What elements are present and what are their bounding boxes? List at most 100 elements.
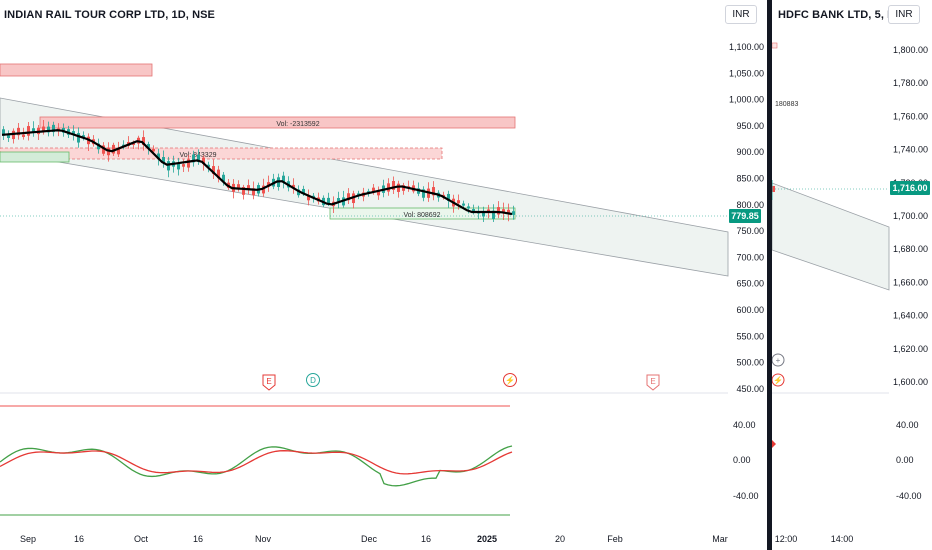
currency-button[interactable]: INR [888, 5, 920, 24]
candle[interactable] [102, 145, 105, 154]
candle[interactable] [247, 185, 250, 190]
price-axis[interactable]: 1,800.001,780.001,760.001,740.001,720.00… [893, 45, 928, 387]
price-channel[interactable] [0, 97, 729, 277]
symbol-title[interactable]: INDIAN RAIL TOUR CORP LTD, 1D, NSE [4, 9, 215, 21]
left-chart-pane[interactable]: Vol: -2313592 Vol: 843329 Vol: 808692 E … [0, 0, 768, 550]
candle[interactable] [237, 184, 240, 190]
candle[interactable] [292, 184, 295, 189]
oscillator-fast-line[interactable] [0, 445, 513, 487]
candle[interactable] [182, 164, 185, 167]
candle[interactable] [177, 163, 180, 170]
candle[interactable] [97, 143, 100, 150]
candle[interactable] [497, 207, 500, 215]
candle[interactable] [47, 126, 50, 133]
price-channel[interactable] [772, 182, 890, 291]
pane-divider[interactable] [767, 0, 772, 550]
candle[interactable] [262, 185, 265, 194]
candle[interactable] [167, 161, 170, 171]
candle[interactable] [157, 153, 160, 160]
candle[interactable] [32, 128, 35, 133]
candle[interactable] [22, 134, 25, 138]
candle[interactable] [422, 189, 425, 198]
candle[interactable] [252, 188, 255, 196]
supply-zone-mid[interactable] [39, 116, 516, 129]
candle[interactable] [462, 203, 465, 206]
candle[interactable] [192, 154, 195, 163]
currency-button[interactable]: INR [725, 5, 757, 24]
candle[interactable] [2, 129, 5, 136]
candle[interactable] [212, 166, 215, 174]
candle[interactable] [447, 193, 450, 201]
candle[interactable] [502, 209, 505, 214]
candle[interactable] [772, 186, 775, 192]
candle[interactable] [147, 144, 150, 149]
candle[interactable] [302, 188, 305, 194]
candle[interactable] [242, 186, 245, 195]
candle[interactable] [387, 183, 390, 192]
candle[interactable] [52, 124, 55, 133]
candle[interactable] [282, 175, 285, 183]
candle[interactable] [507, 209, 510, 215]
left-chart-canvas[interactable]: Vol: -2313592 Vol: 843329 Vol: 808692 E … [0, 0, 768, 550]
dividend-event[interactable]: D [306, 373, 320, 387]
oscillator-slow-line[interactable] [0, 450, 513, 475]
candle[interactable] [467, 206, 470, 209]
supply-zone-top[interactable] [0, 63, 153, 77]
candle[interactable] [162, 157, 165, 163]
candle[interactable] [27, 126, 30, 136]
candle[interactable] [222, 174, 225, 182]
candle[interactable] [267, 182, 270, 187]
candle[interactable] [492, 210, 495, 219]
candle[interactable] [327, 197, 330, 204]
candle[interactable] [307, 195, 310, 201]
oscillator-axis[interactable]: 40.00 0.00 -40.00 [896, 420, 922, 501]
candle[interactable] [337, 198, 340, 202]
candle[interactable] [402, 185, 405, 191]
candle[interactable] [117, 148, 120, 155]
candle[interactable] [112, 144, 115, 154]
moving-average-line[interactable] [1, 129, 513, 216]
candle[interactable] [207, 164, 210, 168]
candle[interactable] [297, 189, 300, 196]
candle[interactable] [202, 157, 205, 164]
price-tick-label: 950.00 [736, 121, 764, 131]
candle[interactable] [512, 211, 515, 215]
candle[interactable] [42, 126, 45, 132]
time-axis[interactable]: 12:00 14:00 [775, 534, 854, 544]
candle[interactable] [132, 142, 135, 145]
candle[interactable] [217, 169, 220, 179]
candle[interactable] [377, 190, 380, 196]
right-chart-canvas[interactable]: 180883 + ⚡ 1,800.00 1,780.00 1,760.00 1,740… [772, 0, 932, 550]
candle[interactable] [187, 159, 190, 168]
candle[interactable] [142, 137, 145, 145]
candle[interactable] [397, 183, 400, 192]
time-axis[interactable]: Sep 16 Oct 16 Nov Dec 16 2025 20 Feb Mar [20, 534, 728, 544]
candle[interactable] [347, 193, 350, 201]
oscillator-axis[interactable]: 40.00 0.00 -40.00 [733, 420, 759, 501]
candle[interactable] [392, 180, 395, 190]
earnings-event-1[interactable]: E [262, 374, 276, 391]
split-event-icon[interactable]: ⚡ [503, 373, 517, 387]
candle[interactable] [152, 148, 155, 152]
candle[interactable] [82, 135, 85, 138]
candle[interactable] [77, 133, 80, 143]
svg-text:1,716.00: 1,716.00 [892, 183, 927, 193]
candle[interactable] [372, 187, 375, 193]
supply-zone[interactable] [772, 42, 778, 49]
symbol-title[interactable]: HDFC BANK LTD, 5, NSE [778, 9, 911, 21]
candle[interactable] [482, 212, 485, 217]
split-event-icon[interactable]: ⚡ [772, 373, 785, 387]
candle[interactable] [457, 200, 460, 204]
candle[interactable] [197, 154, 200, 162]
right-chart-pane[interactable]: 180883 + ⚡ 1,800.00 1,780.00 1,760.00 1,740… [772, 0, 932, 550]
supply-zone-dashed[interactable] [0, 147, 443, 160]
candle[interactable] [432, 187, 435, 196]
demand-zone-left[interactable] [0, 151, 70, 163]
candle[interactable] [472, 209, 475, 212]
candle[interactable] [7, 135, 10, 139]
price-axis[interactable]: 1,100.00 1,050.00 1,000.00 950.00 900.00 850.… [729, 42, 764, 394]
earnings-event-2[interactable]: E [646, 374, 660, 391]
candle[interactable] [17, 127, 20, 136]
candle[interactable] [72, 131, 75, 135]
compare-icon[interactable]: + [772, 353, 785, 367]
